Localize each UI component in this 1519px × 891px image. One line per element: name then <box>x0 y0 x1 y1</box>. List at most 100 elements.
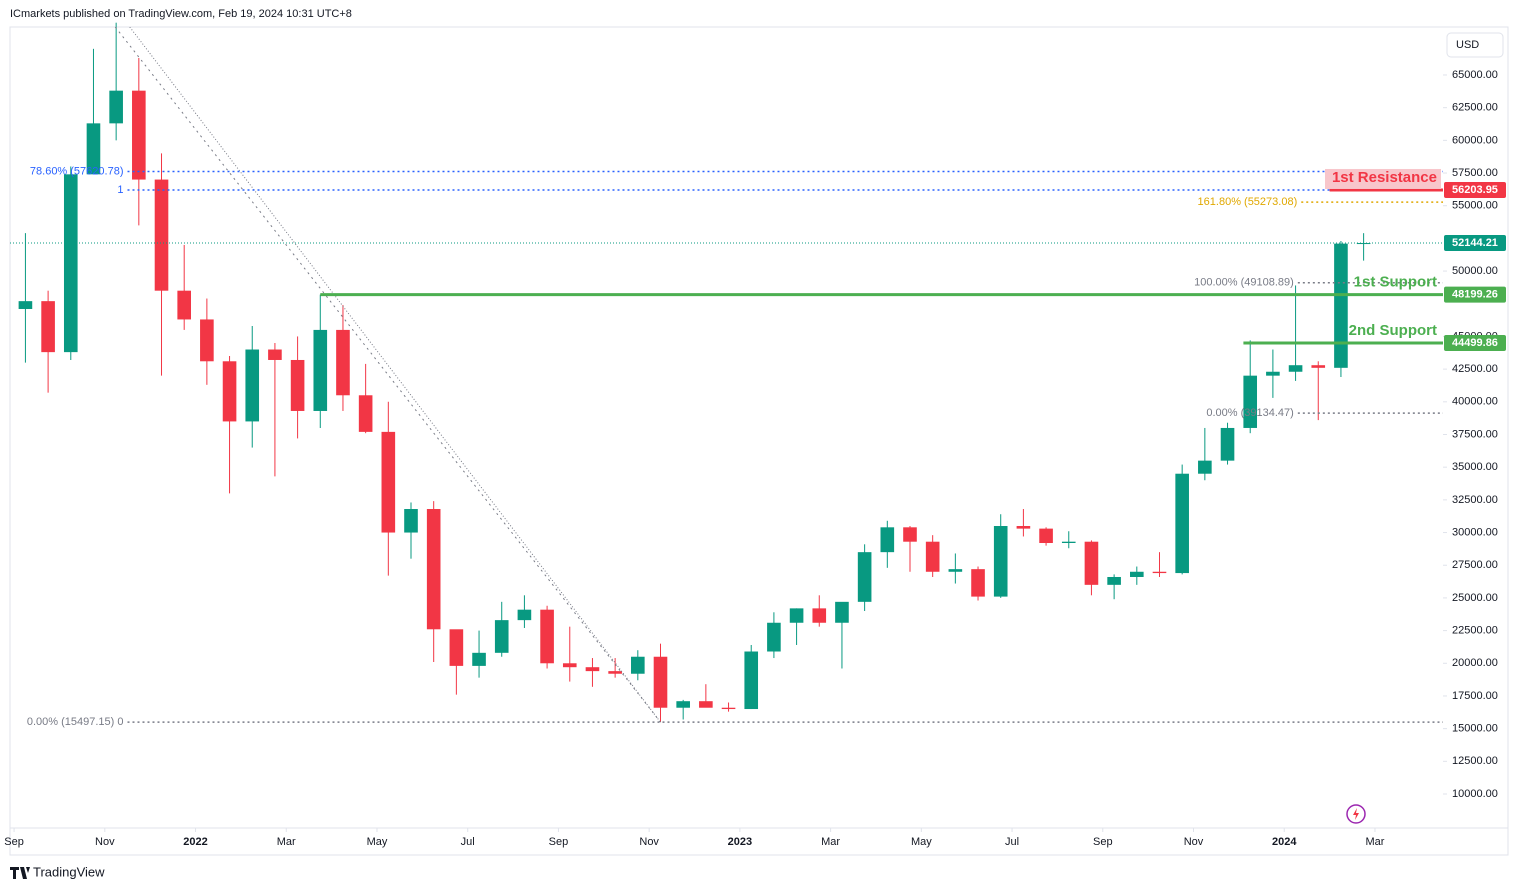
fib-label: 100.00% (49108.89) <box>1194 277 1294 289</box>
x-tick-label: Mar <box>277 836 296 848</box>
chart-frame <box>9 26 1509 856</box>
candle-body <box>1107 576 1121 585</box>
candle-body <box>857 552 872 602</box>
zone-badge <box>1444 181 1506 198</box>
candle-body <box>971 569 985 597</box>
candle-body <box>1198 460 1212 474</box>
zone-price-label: 48199.26 <box>1452 289 1498 301</box>
candle-body <box>1016 526 1031 529</box>
candle-body <box>1061 541 1076 544</box>
candle-body <box>948 569 963 572</box>
candle-body <box>1334 243 1348 368</box>
candle-body <box>903 527 917 542</box>
candle-body <box>835 601 849 623</box>
candle-body <box>313 329 328 411</box>
fib-label: 0.00% (15497.15) 0 <box>27 716 124 728</box>
y-tick-label: 40000.00 <box>1452 396 1498 408</box>
candle-body <box>200 319 214 362</box>
x-tick-label: Sep <box>1093 836 1113 848</box>
zone-name: 2nd Support <box>1349 322 1437 339</box>
y-tick-label: 65000.00 <box>1452 69 1498 81</box>
candle-body <box>86 123 101 175</box>
currency-button[interactable] <box>1446 32 1504 58</box>
candle-body <box>608 671 622 674</box>
candle-body <box>767 622 781 652</box>
y-tick-label: 50000.00 <box>1452 265 1498 277</box>
candle-body <box>1152 571 1167 574</box>
zone-name: 1st Support <box>1354 274 1437 291</box>
publisher-line: ICmarkets published on TradingView.com, … <box>10 8 352 20</box>
candle-body <box>925 541 940 572</box>
y-tick-label: 37500.00 <box>1452 428 1498 440</box>
x-tick-label: Nov <box>639 836 659 848</box>
x-tick-label: 2023 <box>728 836 752 848</box>
x-tick-label: Mar <box>821 836 840 848</box>
candle-body <box>245 349 260 422</box>
candle-body <box>449 629 464 666</box>
candle-body <box>222 361 237 422</box>
fib-label: 78.60% (57620.78) <box>30 165 124 177</box>
candle-body <box>358 395 373 432</box>
candle-body <box>290 359 305 411</box>
candle-body <box>268 349 282 360</box>
candle-body <box>1266 371 1280 376</box>
candle-body <box>699 701 713 708</box>
candle-body <box>631 656 645 674</box>
candle-body <box>517 609 532 621</box>
candle-body <box>18 301 33 309</box>
y-tick-label: 42500.00 <box>1452 363 1498 375</box>
x-tick-label: Sep <box>549 836 569 848</box>
candle-body <box>494 620 509 653</box>
zone-price-label: 44499.86 <box>1452 337 1498 349</box>
candle-body <box>336 329 350 396</box>
candle-body <box>721 707 736 710</box>
y-tick-label: 10000.00 <box>1452 788 1498 800</box>
candle-body <box>585 667 600 672</box>
y-tick-label: 17500.00 <box>1452 690 1498 702</box>
y-tick-label: 30000.00 <box>1452 526 1498 538</box>
last-price-badge <box>1444 235 1506 252</box>
candle-body <box>812 608 827 623</box>
fib-label: 0.00% (39134.47) <box>1206 407 1293 419</box>
candle-body <box>63 174 78 353</box>
candle-body <box>1084 541 1099 585</box>
candle-body <box>1243 375 1258 428</box>
y-tick-label: 35000.00 <box>1452 461 1498 473</box>
x-tick-label: 2022 <box>183 836 207 848</box>
y-tick-label: 22500.00 <box>1452 624 1498 636</box>
y-tick-label: 25000.00 <box>1452 592 1498 604</box>
zone-badge <box>1444 334 1506 351</box>
x-tick-label: Mar <box>1365 836 1384 848</box>
last-price-label: 52144.21 <box>1452 237 1498 249</box>
x-tick-label: Jul <box>1005 836 1019 848</box>
zone-name: 1st Resistance <box>1332 169 1437 186</box>
replay-icon[interactable] <box>1346 804 1366 824</box>
zone-badge <box>1444 286 1506 303</box>
y-tick-label: 62500.00 <box>1452 102 1498 114</box>
candle-body <box>993 526 1008 597</box>
candle-body <box>562 663 577 668</box>
candle-body <box>41 301 55 353</box>
tradingview-logo <box>10 867 30 879</box>
y-tick-label: 55000.00 <box>1452 200 1498 212</box>
x-tick-label: Nov <box>1184 836 1204 848</box>
candle-body <box>381 431 396 533</box>
candle-body <box>1175 473 1189 574</box>
candle-body <box>132 90 146 180</box>
brand: TradingView <box>33 864 105 879</box>
y-tick-label: 27500.00 <box>1452 559 1498 571</box>
y-tick-label: 32500.00 <box>1452 494 1498 506</box>
x-tick-label: May <box>911 836 932 848</box>
x-tick-label: Jul <box>461 836 475 848</box>
fib-label: 1 <box>117 184 123 196</box>
zone-price-label: 56203.95 <box>1452 184 1498 196</box>
candle-body <box>880 527 895 553</box>
y-tick-label: 60000.00 <box>1452 134 1498 146</box>
candle-body <box>1129 571 1144 577</box>
x-tick-label: Sep <box>4 836 24 848</box>
x-tick-label: Nov <box>95 836 115 848</box>
zone-name-bg <box>1325 168 1441 189</box>
candle-body <box>744 651 759 710</box>
